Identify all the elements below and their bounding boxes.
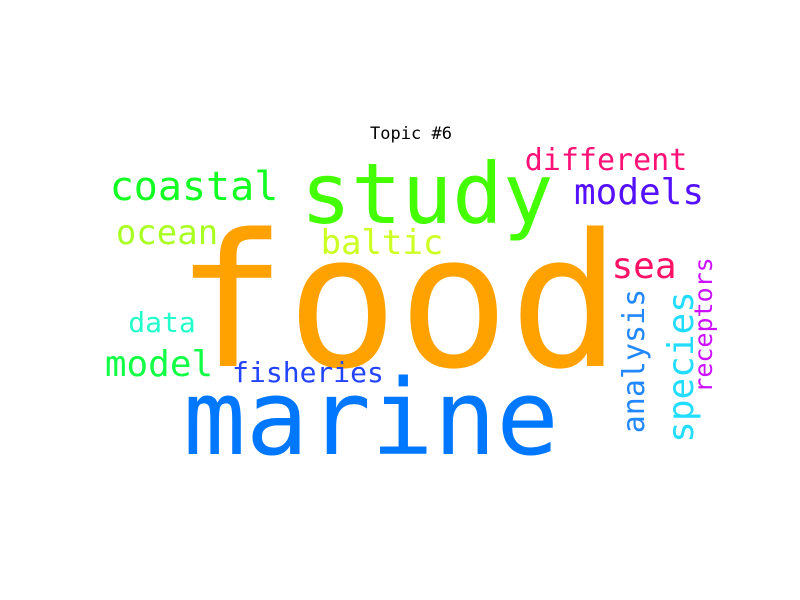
word-marine: marine (183, 357, 559, 479)
word-baltic: baltic (321, 223, 444, 263)
word-data: data (128, 306, 195, 339)
word-food: food (175, 194, 621, 410)
word-model: model (105, 344, 213, 385)
word-fisheries: fisheries (232, 356, 384, 389)
word-different: different (525, 143, 688, 178)
word-species: species (661, 291, 702, 443)
word-models: models (574, 172, 704, 213)
word-coastal: coastal (110, 164, 279, 210)
word-receptors: receptors (689, 257, 718, 392)
word-ocean: ocean (116, 213, 218, 253)
word-study: study (301, 145, 554, 243)
word-analysis: analysis (617, 289, 652, 434)
word-sea: sea (611, 246, 676, 287)
chart-title: Topic #6 (370, 124, 452, 144)
